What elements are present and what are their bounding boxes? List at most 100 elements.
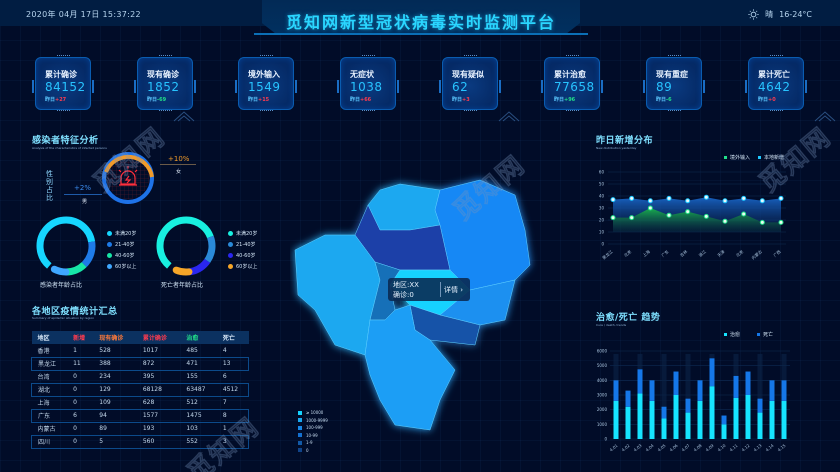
region-map[interactable]	[290, 170, 550, 450]
features-subtitle: Analysis of the characteristics of infec…	[32, 146, 107, 150]
table-cell: 0	[67, 382, 94, 397]
svg-text:浙江: 浙江	[697, 248, 707, 258]
svg-text:4000: 4000	[597, 378, 608, 383]
svg-text:20: 20	[599, 218, 605, 223]
svg-text:4.02: 4.02	[621, 443, 631, 453]
table-cell: 11	[67, 356, 94, 371]
stat-delta: 昨日+15	[248, 97, 270, 103]
table-row[interactable]: 广东 6 94 1577 1475 8	[31, 408, 249, 423]
stat-label: 累计死亡	[758, 70, 790, 79]
regions-table: 地区 新增 现有确诊 累计确诊 治愈 死亡 香港 1 528 1017 485 4 黑龙江 11 388 8…	[31, 331, 249, 449]
tooltip-region: 地区:XX	[393, 281, 419, 289]
map-legend-item: 100-999	[298, 424, 328, 432]
table-cell: 4	[222, 346, 227, 354]
legend-item: 未满20岁	[228, 230, 257, 237]
svg-text:4.09: 4.09	[705, 443, 715, 453]
table-cell: 471	[180, 356, 217, 371]
table-cell: 628	[142, 399, 155, 406]
table-cell: 1475	[180, 408, 217, 423]
table-cell: 0	[73, 399, 77, 406]
table-row[interactable]: 台湾 0 234 395 155 6	[32, 370, 249, 383]
legend-item: 未满20岁	[107, 230, 136, 237]
weather: 晴 16-24°C	[748, 9, 812, 20]
legend-item: 21-40岁	[107, 241, 135, 248]
table-row[interactable]: 湖北 0 129 68128 63487 4512	[31, 382, 249, 397]
table-cell: 1	[222, 425, 227, 432]
table-cell: 13	[216, 356, 249, 371]
svg-text:50: 50	[599, 182, 605, 187]
table-row[interactable]: 四川 0 5 560 552 3	[31, 434, 249, 449]
svg-text:6000: 6000	[597, 349, 608, 354]
stat-label: 现有重症	[656, 70, 688, 79]
infected-age-donut	[36, 216, 96, 276]
svg-text:40: 40	[599, 194, 605, 199]
chevron-up-decor-icon	[814, 111, 836, 122]
svg-text:4.08: 4.08	[693, 443, 703, 453]
stat-card: 累计死亡 4642 昨日+0	[745, 55, 807, 111]
tooltip-detail-button[interactable]: 详情 ›	[444, 286, 464, 294]
bar-chart-subtitle: Cure / death, trends	[596, 323, 627, 327]
map-legend-item: 1-9	[298, 439, 328, 447]
stat-card: 现有疑似 62 昨日+3	[439, 55, 501, 111]
chevron-up-decor-icon	[173, 111, 195, 122]
watermark: 觅知网	[753, 121, 838, 200]
svg-text:4.04: 4.04	[645, 443, 655, 453]
table-cell: 0	[67, 434, 94, 449]
svg-text:5000: 5000	[597, 363, 608, 368]
stat-label: 无症状	[350, 70, 374, 79]
table-row[interactable]: 上海 0 109 628 512 7	[32, 396, 249, 409]
stat-label: 累计确诊	[45, 70, 77, 79]
stat-value: 1038	[350, 80, 383, 94]
stat-delta: 昨日+27	[45, 97, 67, 103]
legend-item: 40-60岁	[107, 252, 135, 259]
map-legend-item: 10-99	[298, 432, 328, 440]
svg-text:广西: 广西	[772, 248, 782, 258]
stat-delta: 昨日-6	[656, 97, 672, 103]
map-legend-item: 0	[298, 447, 328, 455]
page-title: 觅知网新型冠状病毒实时监测平台	[285, 13, 556, 32]
stat-card: 现有重症 89 昨日-6	[643, 55, 705, 111]
chevron-right-icon: ›	[460, 286, 464, 294]
stat-delta: 昨日+96	[554, 97, 576, 103]
stat-value: 77658	[554, 80, 595, 94]
table-row[interactable]: 内蒙古 0 89 193 103 1	[32, 422, 249, 435]
svg-text:2000: 2000	[597, 407, 608, 412]
column-header: 现有确诊	[93, 331, 137, 344]
stat-card: 无症状 1038 昨日+66	[337, 55, 399, 111]
legend-cured: 治愈	[724, 331, 740, 338]
stat-value: 84152	[45, 80, 86, 94]
svg-text:0: 0	[604, 437, 607, 442]
svg-text:北京: 北京	[734, 248, 744, 258]
bar-chart-title: 治愈/死亡 趋势	[596, 313, 661, 323]
table-cell: 512	[186, 399, 198, 406]
svg-text:1000: 1000	[597, 422, 608, 427]
svg-text:30: 30	[599, 206, 605, 211]
table-cell: 129	[93, 382, 137, 397]
table-cell: 0	[73, 373, 77, 380]
infected-age-label: 感染者年龄占比	[40, 282, 83, 289]
svg-text:4.14: 4.14	[765, 443, 775, 453]
table-cell: 109	[99, 399, 111, 406]
column-header: 累计确诊	[136, 331, 181, 344]
table-cell: 0	[73, 425, 77, 432]
table-row[interactable]: 黑龙江 11 388 872 471 13	[31, 356, 249, 371]
stat-delta: 昨日-69	[147, 97, 167, 103]
map-tooltip: 地区:XX 确诊:0 详情 ›	[388, 278, 470, 301]
svg-text:4.12: 4.12	[741, 443, 751, 453]
svg-text:4.15: 4.15	[777, 443, 787, 453]
death-age-label: 死亡者年龄占比	[161, 282, 204, 289]
table-cell: 388	[93, 356, 137, 371]
table-cell: 香港	[37, 347, 50, 355]
table-cell: 395	[142, 373, 155, 380]
gender-ratio-label: 性别占比	[46, 170, 53, 202]
table-row[interactable]: 香港 1 528 1017 485 4	[32, 344, 249, 357]
weather-temperature: 16-24°C	[779, 10, 812, 19]
legend-death: 死亡	[757, 331, 773, 338]
table-cell: 552	[180, 434, 217, 449]
sun-icon	[748, 9, 759, 20]
table-cell: 8	[216, 408, 249, 423]
svg-text:60: 60	[599, 170, 605, 175]
female-ratio-value: +10%	[168, 155, 190, 163]
table-cell: 103	[186, 425, 198, 432]
